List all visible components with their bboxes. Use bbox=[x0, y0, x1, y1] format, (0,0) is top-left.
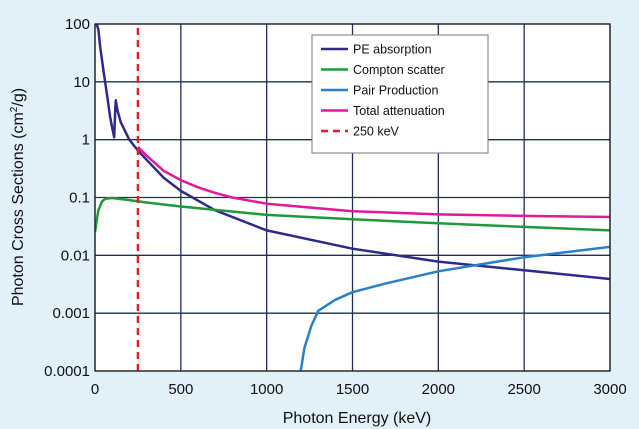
y-axis-title-main: Photon Cross Sections (cm bbox=[10, 112, 27, 306]
legend-items: PE absorption Compton scatter Pair Product… bbox=[321, 43, 445, 139]
series-layer bbox=[95, 24, 610, 371]
y-tick-label: 0.1 bbox=[69, 190, 90, 207]
legend-label-total-attenuation: Total attenuation bbox=[353, 104, 445, 118]
y-axis-title-end: /g) bbox=[10, 88, 27, 107]
legend-label-250-kev: 250 keV bbox=[353, 125, 400, 139]
legend: PE absorption Compton scatter Pair Product… bbox=[311, 34, 489, 154]
series-line-pair-production bbox=[299, 245, 610, 371]
x-tick-label: 500 bbox=[168, 381, 193, 398]
y-tick-label: 100 bbox=[65, 16, 90, 33]
x-tick-label: 1000 bbox=[250, 381, 283, 398]
y-tick-label: 0.01 bbox=[61, 247, 90, 264]
y-tick-label: 0.0001 bbox=[44, 363, 90, 380]
series-line-total-attenuation bbox=[137, 146, 610, 219]
series-group bbox=[95, 24, 610, 371]
y-axis-title-sup: 2 bbox=[9, 106, 20, 112]
legend-label-pair-production: Pair Production bbox=[353, 84, 439, 98]
legend-label-pe-absorption: PE absorption bbox=[353, 43, 432, 57]
y-tick-label: 10 bbox=[73, 74, 90, 91]
x-tick-label: 0 bbox=[91, 381, 99, 398]
x-tick-label: 2500 bbox=[507, 381, 540, 398]
y-tick-label: 1 bbox=[82, 132, 90, 149]
y-tick-label: 0.001 bbox=[52, 305, 90, 322]
x-tick-label: 3000 bbox=[593, 381, 626, 398]
y-axis-title: Photon Cross Sections (cm2/g) bbox=[9, 88, 27, 306]
plot-frame bbox=[94, 23, 611, 372]
x-tick-label: 2000 bbox=[422, 381, 455, 398]
legend-box bbox=[311, 34, 489, 154]
x-axis-title: Photon Energy (keV) bbox=[283, 410, 432, 427]
tick-labels: 0 500 1000 1500 2000 2500 3000 0.0001 0.001 0.01 0… bbox=[44, 16, 627, 398]
x-tick-label: 1500 bbox=[336, 381, 369, 398]
series-line-pe-absorption bbox=[95, 24, 610, 281]
legend-label-compton-scatter: Compton scatter bbox=[353, 63, 445, 77]
